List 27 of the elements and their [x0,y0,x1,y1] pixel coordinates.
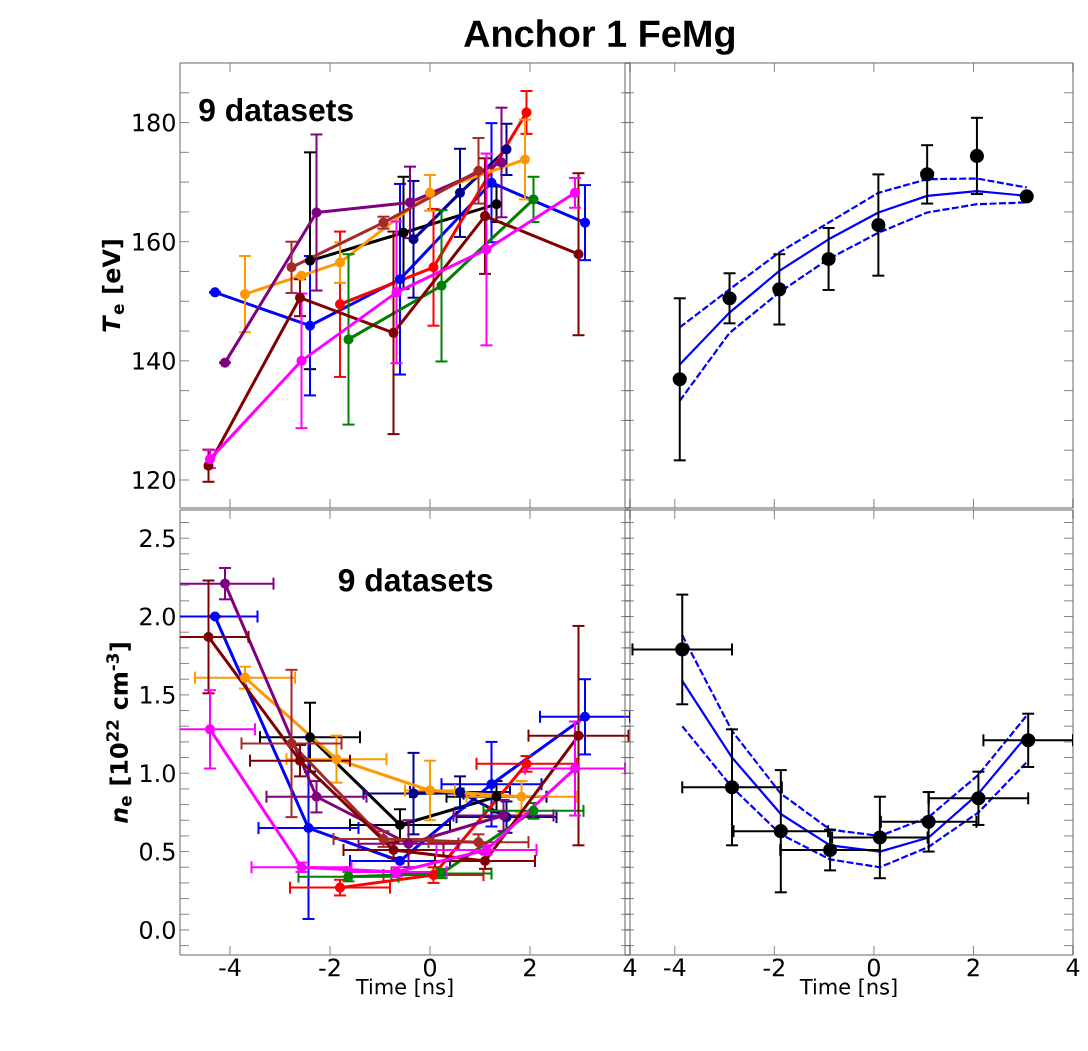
x-tick-label: 4 [623,958,637,976]
chart-title: Anchor 1 FeMg [464,19,734,55]
x-tick-label: -2 [319,958,340,977]
y-tick-label: 2.0 [140,607,175,626]
x-tick-label: -4 [219,958,241,976]
x-tick-label: 0 [867,958,880,977]
x-tick-label: -4 [664,958,686,976]
x-tick-label: -2 [763,958,784,977]
annotation: 9 datasets [199,98,353,122]
y-tick-label: 140 [133,351,175,370]
y-axis-title: n$_{e}$ [10$^{22}$ cm$^{-3}$] [106,643,132,824]
y-tick-label: 1.0 [141,764,175,783]
y-tick-label: 160 [133,232,175,251]
annotation: 9 datasets [338,568,493,592]
y-tick-label: 1.5 [141,686,175,704]
x-axis-title: Time [ns] [355,978,453,998]
y-axis-title: T$_{e}$ [eV] [101,240,124,332]
x-tick-label: 2 [967,958,979,977]
x-axis-title: Time [ns] [799,978,897,998]
y-tick-label: 0.0 [140,920,175,939]
x-tick-label: 4 [1066,958,1080,976]
x-tick-label: 0 [423,958,437,977]
y-tick-label: 180 [133,113,175,132]
y-tick-label: 2.5 [140,529,175,548]
y-tick-label: 0.5 [140,842,175,861]
y-tick-label: 120 [133,470,175,490]
x-tick-label: 2 [524,958,536,977]
